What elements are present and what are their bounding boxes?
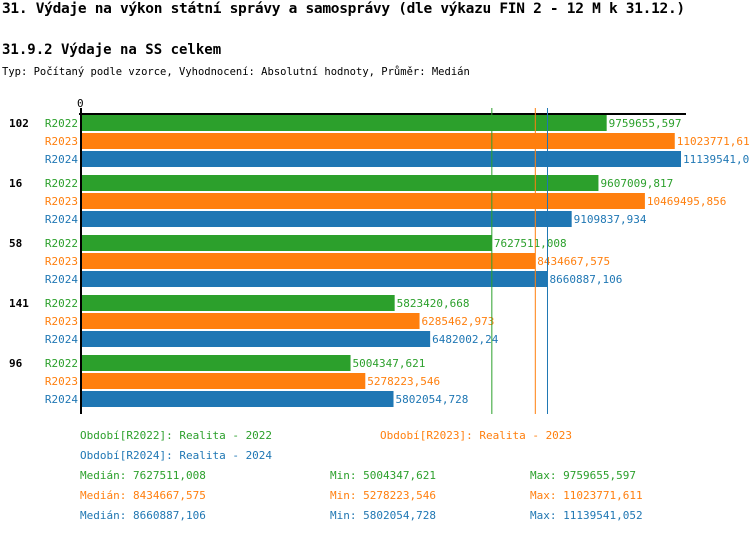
category-label: 96: [9, 357, 23, 370]
category-label: 16: [9, 177, 23, 190]
data-label: 11139541,05: [683, 153, 750, 166]
chart-type-info: Typ: Počítaný podle vzorce, Vyhodnocení:…: [2, 66, 470, 78]
series-label: R2024: [45, 213, 78, 226]
bar: [81, 391, 394, 407]
series-label: R2023: [45, 195, 78, 208]
series-label: R2023: [45, 255, 78, 268]
max-stat: Max: 11139541,052: [530, 509, 643, 522]
legend-item: Období[R2023]: Realita - 2023: [380, 429, 573, 442]
series-label: R2023: [45, 135, 78, 148]
bar: [81, 313, 420, 329]
series-label: R2023: [45, 375, 78, 388]
bar: [81, 193, 645, 209]
data-label: 6285462,973: [422, 315, 495, 328]
page-title: 31. Výdaje na výkon státní správy a samo…: [2, 1, 685, 17]
series-label: R2022: [45, 237, 78, 250]
bar: [81, 133, 675, 149]
min-stat: Min: 5004347,621: [330, 469, 436, 482]
bar: [81, 151, 681, 167]
median-stat: Medián: 8660887,106: [80, 509, 206, 522]
bar: [81, 355, 351, 371]
data-label: 5823420,668: [397, 297, 470, 310]
category-label: 58: [9, 237, 22, 250]
data-label: 10469495,856: [647, 195, 726, 208]
series-label: R2022: [45, 297, 78, 310]
bar: [81, 271, 548, 287]
data-label: 5004347,621: [353, 357, 426, 370]
series-label: R2023: [45, 315, 78, 328]
max-stat: Max: 9759655,597: [530, 469, 636, 482]
legend-item: Období[R2024]: Realita - 2024: [80, 449, 273, 462]
data-label: 9109837,934: [574, 213, 647, 226]
data-label: 8660887,106: [549, 273, 622, 286]
series-label: R2024: [45, 393, 78, 406]
series-label: R2024: [45, 333, 78, 346]
bar: [81, 331, 431, 347]
median-stat: Medián: 8434667,575: [80, 489, 206, 502]
bar: [81, 295, 395, 311]
data-label: 6482002,24: [432, 333, 499, 346]
median-stat: Medián: 7627511,008: [80, 469, 206, 482]
data-label: 9759655,597: [609, 117, 682, 130]
category-label: 141: [9, 297, 29, 310]
chart-subtitle: 31.9.2 Výdaje na SS celkem: [2, 42, 222, 58]
data-label: 9607009,817: [600, 177, 673, 190]
max-stat: Max: 11023771,611: [530, 489, 643, 502]
series-label: R2022: [45, 177, 78, 190]
data-label: 5278223,546: [367, 375, 440, 388]
data-label: 7627511,008: [494, 237, 567, 250]
min-stat: Min: 5802054,728: [330, 509, 436, 522]
bar: [81, 211, 572, 227]
min-stat: Min: 5278223,546: [330, 489, 436, 502]
series-label: R2024: [45, 273, 78, 286]
series-label: R2024: [45, 153, 78, 166]
bar: [81, 373, 366, 389]
data-label: 11023771,611: [677, 135, 750, 148]
data-label: 5802054,728: [396, 393, 469, 406]
bar: [81, 175, 599, 191]
legend-item: Období[R2022]: Realita - 2022: [80, 429, 273, 442]
data-label: 8434667,575: [537, 255, 610, 268]
series-label: R2022: [45, 357, 78, 370]
series-label: R2022: [45, 117, 78, 130]
bar: [81, 115, 607, 131]
category-label: 102: [9, 117, 29, 130]
bar: [81, 253, 536, 269]
bar: [81, 235, 492, 251]
axis-zero-label: 0: [77, 97, 84, 110]
